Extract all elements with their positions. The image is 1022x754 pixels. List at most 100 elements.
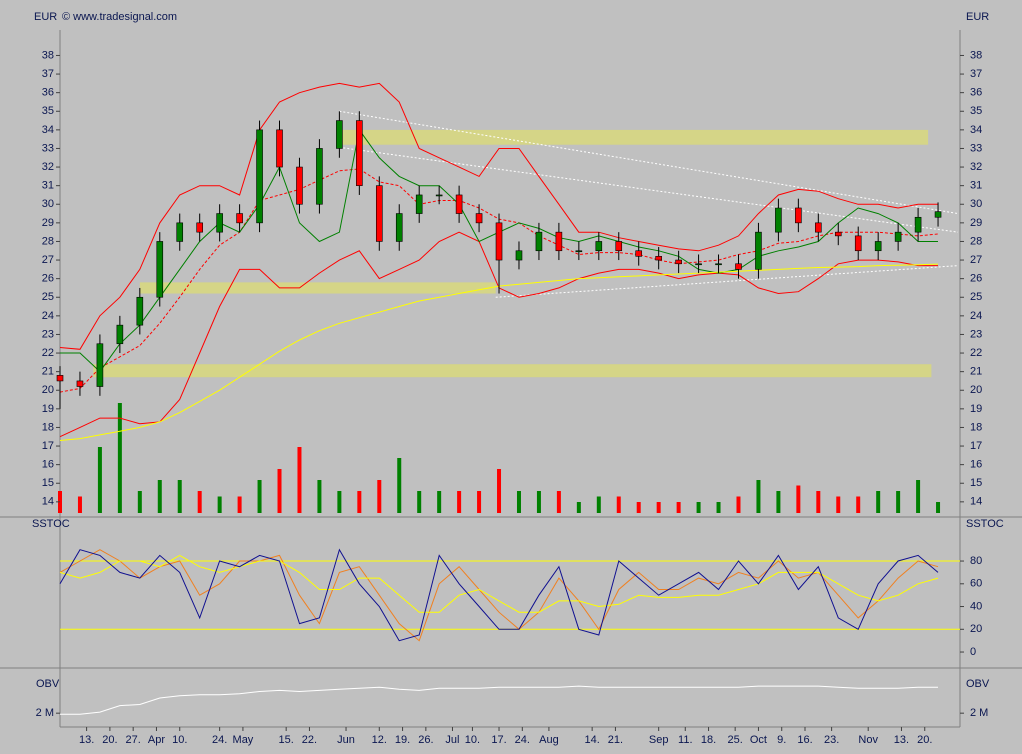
volume-bar: [497, 469, 502, 513]
volume-bar: [417, 491, 422, 513]
panel-label-right: OBV: [966, 678, 990, 690]
y-tick-label: 16: [970, 459, 982, 471]
y-tick-label: 16: [42, 459, 54, 471]
volume-bar: [896, 491, 901, 513]
y-tick-label: 20: [42, 384, 54, 396]
x-tick-label: 24.: [212, 734, 227, 746]
x-tick-label: 18.: [701, 734, 716, 746]
candle-body: [535, 231, 543, 252]
y-tick-label: 40: [970, 600, 982, 612]
trend-line: [339, 110, 959, 215]
x-tick-label: Aug: [539, 734, 559, 746]
candle-body: [116, 324, 124, 345]
volume-bar: [277, 469, 282, 513]
volume-bar: [197, 491, 202, 513]
candle-body: [635, 250, 643, 257]
volume-bar: [337, 491, 342, 513]
candle-body: [356, 120, 363, 186]
y-tick-label: 80: [970, 555, 982, 567]
x-tick-label: 11.: [678, 734, 692, 746]
series-line: [60, 685, 938, 715]
y-tick-label: 20: [970, 384, 982, 396]
y-tick-label: 32: [42, 161, 54, 173]
copyright: © www.tradesignal.com: [62, 11, 177, 23]
series-line: [59, 548, 939, 642]
candle-body: [455, 194, 463, 214]
y-tick-label: 14: [42, 496, 54, 508]
volume-bar: [516, 491, 521, 513]
x-tick-label: Jul: [445, 734, 459, 746]
x-tick-label: Apr: [148, 734, 165, 746]
y-tick-label: 22: [42, 347, 54, 359]
y-tick-label: 60: [970, 578, 982, 590]
candle-body: [136, 296, 144, 326]
y-tick-label: 26: [42, 273, 54, 285]
trend-line: [339, 146, 959, 233]
y-tick-label: 17: [42, 440, 54, 452]
trend-line: [495, 265, 959, 298]
y-tick-label: 21: [970, 366, 982, 378]
volume-bar: [816, 491, 821, 513]
candle-body: [395, 213, 403, 242]
x-tick-label: 13.: [79, 734, 94, 746]
y-tick-label: 19: [970, 403, 982, 415]
x-tick-label: 10.: [465, 734, 480, 746]
volume-bar: [636, 502, 641, 513]
zone: [339, 129, 929, 145]
y-tick-label: 15: [970, 477, 982, 489]
x-tick-label: 16.: [797, 734, 812, 746]
volume-bar: [616, 496, 621, 513]
candle-body: [336, 120, 343, 149]
candle-body: [435, 194, 443, 197]
x-tick-label: 10.: [172, 734, 187, 746]
volume-bar: [377, 480, 382, 513]
panel-label-left: OBV: [36, 678, 60, 690]
y-tick-label: 30: [42, 198, 54, 210]
y-tick-label: 28: [970, 235, 982, 247]
y-tick-label: 38: [42, 49, 54, 61]
y-tick-label: 32: [970, 161, 982, 173]
y-tick-label: 2 M: [36, 707, 54, 719]
volume-bar: [736, 496, 741, 513]
volume-bar: [117, 403, 122, 513]
y-tick-label: 26: [970, 273, 982, 285]
candle-body: [256, 129, 263, 224]
candle-body: [156, 241, 164, 298]
y-tick-label: 20: [970, 623, 982, 635]
candle-body: [755, 231, 762, 270]
x-tick-label: 26.: [418, 734, 433, 746]
y-tick-label: 2 M: [970, 707, 988, 719]
y-tick-label: 30: [970, 198, 982, 210]
candle-body: [874, 241, 882, 252]
volume-bar: [656, 502, 661, 513]
y-tick-label: 23: [970, 328, 982, 340]
candle-body: [894, 231, 902, 242]
volume-bar: [796, 485, 801, 513]
candle-body: [216, 213, 223, 233]
panel-label-right: SSTOC: [966, 518, 1004, 530]
volume-bar: [157, 480, 162, 513]
y-tick-label: 36: [970, 87, 982, 99]
y-tick-label: 35: [42, 105, 54, 117]
volume-bar: [97, 447, 102, 513]
x-tick-label: 27.: [126, 734, 141, 746]
candle-body: [415, 194, 423, 214]
candle-body: [854, 235, 862, 252]
x-tick-label: 20.: [917, 734, 932, 746]
candle-body: [76, 380, 84, 387]
y-tick-label: 36: [42, 87, 54, 99]
panel-label-left: SSTOC: [32, 518, 70, 530]
volume-bar: [536, 491, 541, 513]
candle-body: [815, 222, 822, 233]
y-tick-label: 17: [970, 440, 982, 452]
y-tick-label: 18: [970, 421, 982, 433]
y-tick-label: 14: [970, 496, 982, 508]
candle-body: [475, 213, 483, 224]
x-tick-label: 25.: [728, 734, 743, 746]
x-tick-label: Oct: [750, 734, 767, 746]
currency-left: EUR: [34, 11, 57, 23]
candle-body: [555, 231, 563, 252]
x-tick-label: 23.: [824, 734, 839, 746]
y-tick-label: 24: [42, 310, 54, 322]
candle-body: [236, 213, 243, 224]
